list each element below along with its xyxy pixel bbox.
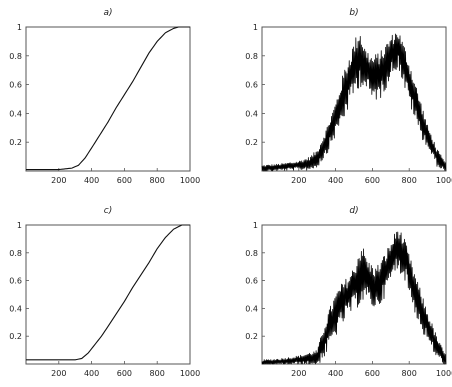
series-line [26, 224, 190, 361]
x-tick-label: 400 [84, 369, 99, 378]
y-tick-label: 0.6 [245, 81, 258, 90]
plot-frame [25, 224, 191, 365]
y-tick-label: 1 [17, 221, 22, 230]
x-tick-label: 1000 [180, 176, 200, 185]
y-tick-label: 0.6 [9, 81, 22, 90]
chart-title: b) [349, 8, 358, 18]
series-line [26, 26, 190, 171]
y-tick-label: 0.4 [9, 304, 22, 313]
x-tick-label: 400 [328, 369, 343, 378]
y-tick-label: 0.8 [9, 52, 22, 61]
x-tick-label: 1000 [436, 176, 452, 185]
y-tick-label: 1 [253, 23, 258, 32]
x-tick-label: 200 [51, 369, 66, 378]
plot-frame [261, 224, 447, 365]
y-tick-label: 1 [17, 23, 22, 32]
x-tick-label: 600 [365, 176, 380, 185]
y-tick-label: 0.8 [245, 249, 258, 258]
chart-title: d) [349, 206, 358, 216]
chart-title: c) [104, 206, 112, 216]
y-tick-label: 0.8 [9, 249, 22, 258]
y-tick-label: 0.4 [9, 109, 22, 118]
y-tick-label: 0.8 [245, 52, 258, 61]
x-tick-label: 1000 [436, 369, 452, 378]
plot-frame [261, 26, 447, 172]
x-tick-label: 800 [402, 176, 417, 185]
y-tick-label: 0.6 [245, 277, 258, 286]
y-tick-label: 0.2 [9, 332, 22, 341]
y-tick-label: 0.2 [245, 332, 258, 341]
y-tick-label: 0.4 [245, 109, 258, 118]
chart-panel-3: b) 200 400 600 800 1000 0.2 0.4 0.6 0.8 1 [245, 8, 452, 185]
y-tick-label: 0.6 [9, 277, 22, 286]
x-tick-label: 800 [150, 176, 165, 185]
x-tick-label: 600 [365, 369, 380, 378]
plot-frame [25, 26, 191, 172]
series-line [261, 33, 447, 172]
chart-panel-1: a) 200 400 600 800 1000 0.2 0.4 0.6 0.8 1 [9, 8, 200, 185]
chart-panel-4: d) 200 400 600 800 1000 0.2 0.4 0.6 0.8 1 [245, 206, 452, 378]
x-tick-label: 200 [291, 176, 306, 185]
y-tick-label: 0.2 [9, 138, 22, 147]
chart-panel-2: c) 200 400 600 800 1000 0.2 0.4 0.6 0.8 1 [9, 206, 200, 378]
x-tick-label: 800 [150, 369, 165, 378]
series-line [261, 231, 447, 365]
x-tick-label: 1000 [180, 369, 200, 378]
y-tick-label: 0.4 [245, 304, 258, 313]
x-tick-label: 200 [51, 176, 66, 185]
x-tick-label: 200 [291, 369, 306, 378]
x-tick-label: 600 [117, 176, 132, 185]
x-tick-label: 800 [402, 369, 417, 378]
chart-title: a) [103, 8, 112, 18]
x-tick-label: 400 [84, 176, 99, 185]
y-tick-label: 0.2 [245, 138, 258, 147]
x-tick-label: 400 [328, 176, 343, 185]
x-tick-label: 600 [117, 369, 132, 378]
y-tick-label: 1 [253, 221, 258, 230]
